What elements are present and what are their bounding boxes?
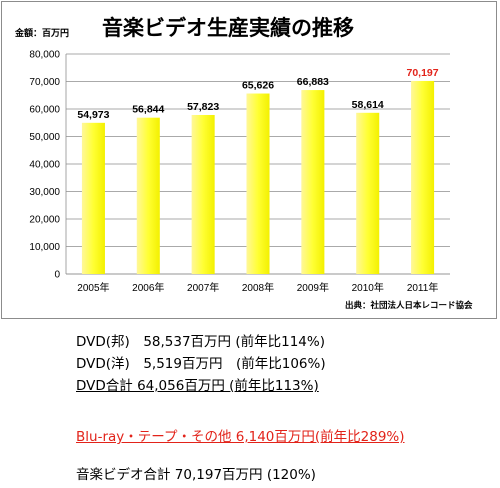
bar: [356, 112, 380, 275]
bar: [81, 122, 105, 274]
unit-label: 金額：百万円: [14, 27, 69, 39]
y-tick-label: 10,000: [29, 242, 60, 253]
bar: [246, 93, 270, 274]
note-music-video-total: 音楽ビデオ合計 70,197百万円 (120%): [76, 467, 316, 483]
data-label: 56,844: [132, 104, 164, 116]
data-label: 70,197: [407, 67, 439, 79]
x-tick-label: 2010年: [352, 281, 384, 294]
note-bluray-other: Blu-ray・テープ・その他 6,140百万円(前年比289%): [76, 429, 405, 445]
y-tick-label: 60,000: [29, 105, 60, 116]
y-tick-label: 20,000: [29, 215, 60, 226]
chart-frame: 音楽ビデオ生産実績の推移 金額：百万円 0 10,000 20,000 30,000 4…: [1, 1, 497, 319]
bar: [301, 90, 325, 274]
data-label: 54,973: [77, 109, 109, 121]
source-note: 出典：社団法人日本レコード協会: [345, 300, 473, 311]
y-tick-label: 50,000: [29, 132, 60, 143]
note-dvd-domestic: DVD(邦) 58,537百万円 (前年比114%): [76, 334, 325, 350]
note-dvd-foreign: DVD(洋) 5,519百万円 (前年比106%): [76, 356, 326, 372]
x-tick-label: 2009年: [297, 281, 329, 294]
bar: [136, 117, 160, 274]
bar-chart: 音楽ビデオ生産実績の推移 金額：百万円 0 10,000 20,000 30,000 4…: [14, 16, 473, 311]
bar: [191, 114, 215, 274]
data-label: 57,823: [187, 101, 219, 113]
note-dvd-total: DVD合計 64,056百万円 (前年比113%): [76, 378, 319, 394]
x-tick-label: 2005年: [77, 281, 109, 294]
data-label: 66,883: [297, 76, 329, 88]
y-tick-label: 30,000: [29, 187, 60, 198]
x-tick-label: 2011年: [407, 281, 439, 294]
chart-title: 音楽ビデオ生産実績の推移: [102, 16, 354, 40]
bar: [411, 80, 435, 274]
x-tick-label: 2007年: [187, 281, 219, 294]
x-tick-label: 2006年: [132, 281, 164, 294]
x-tick-label: 2008年: [242, 281, 274, 294]
bars-layer: [81, 80, 435, 275]
y-tick-label: 40,000: [29, 160, 60, 171]
y-tick-label: 80,000: [29, 50, 60, 61]
y-tick-label: 70,000: [29, 77, 60, 88]
data-label: 65,626: [242, 80, 274, 92]
data-label: 58,614: [352, 99, 384, 111]
labels-layer: 0 10,000 20,000 30,000 40,000 50,000 60,000 70,…: [29, 50, 438, 295]
y-tick-label: 0: [54, 270, 60, 281]
